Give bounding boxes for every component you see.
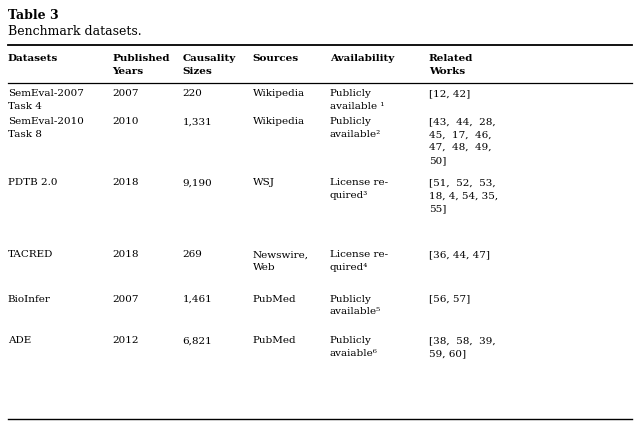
Text: Newswire,
Web: Newswire, Web <box>253 250 309 272</box>
Text: 2007: 2007 <box>112 89 138 98</box>
Text: Table 3: Table 3 <box>8 9 58 22</box>
Text: SemEval-2010
Task 8: SemEval-2010 Task 8 <box>8 117 84 139</box>
Text: WSJ: WSJ <box>253 178 275 187</box>
Text: SemEval-2007
Task 4: SemEval-2007 Task 4 <box>8 89 84 111</box>
Text: PubMed: PubMed <box>253 295 296 304</box>
Text: BioInfer: BioInfer <box>8 295 51 304</box>
Text: Publicly
available²: Publicly available² <box>330 117 381 139</box>
Text: 2018: 2018 <box>112 250 138 259</box>
Text: 220: 220 <box>182 89 202 98</box>
Text: Publicly
available ¹: Publicly available ¹ <box>330 89 384 111</box>
Text: License re-
quired⁴: License re- quired⁴ <box>330 250 388 272</box>
Text: [56, 57]: [56, 57] <box>429 295 470 304</box>
Text: 2010: 2010 <box>112 117 138 126</box>
Text: [36, 44, 47]: [36, 44, 47] <box>429 250 490 259</box>
Text: 269: 269 <box>182 250 202 259</box>
Text: Causality: Causality <box>182 54 236 63</box>
Text: 2012: 2012 <box>112 336 138 345</box>
Text: PDTB 2.0: PDTB 2.0 <box>8 178 57 187</box>
Text: Sizes: Sizes <box>182 67 212 76</box>
Text: 2018: 2018 <box>112 178 138 187</box>
Text: Works: Works <box>429 67 465 76</box>
Text: 1,461: 1,461 <box>182 295 212 304</box>
Text: Publicly
avaiable⁶: Publicly avaiable⁶ <box>330 336 378 358</box>
Text: Wikipedia: Wikipedia <box>253 89 305 98</box>
Text: [51,  52,  53,
18, 4, 54, 35,
55]: [51, 52, 53, 18, 4, 54, 35, 55] <box>429 178 498 213</box>
Text: Benchmark datasets.: Benchmark datasets. <box>8 25 141 37</box>
Text: Years: Years <box>112 67 143 76</box>
Text: 9,190: 9,190 <box>182 178 212 187</box>
Text: Datasets: Datasets <box>8 54 58 63</box>
Text: 6,821: 6,821 <box>182 336 212 345</box>
Text: [12, 42]: [12, 42] <box>429 89 470 98</box>
Text: 2007: 2007 <box>112 295 138 304</box>
Text: Published: Published <box>112 54 170 63</box>
Text: TACRED: TACRED <box>8 250 53 259</box>
Text: [43,  44,  28,
45,  17,  46,
47,  48,  49,
50]: [43, 44, 28, 45, 17, 46, 47, 48, 49, 50] <box>429 117 495 165</box>
Text: Availability: Availability <box>330 54 394 63</box>
Text: PubMed: PubMed <box>253 336 296 345</box>
Text: 1,331: 1,331 <box>182 117 212 126</box>
Text: License re-
quired³: License re- quired³ <box>330 178 388 200</box>
Text: Related: Related <box>429 54 473 63</box>
Text: Sources: Sources <box>253 54 299 63</box>
Text: [38,  58,  39,
59, 60]: [38, 58, 39, 59, 60] <box>429 336 495 358</box>
Text: Wikipedia: Wikipedia <box>253 117 305 126</box>
Text: Publicly
available⁵: Publicly available⁵ <box>330 295 381 316</box>
Text: ADE: ADE <box>8 336 31 345</box>
